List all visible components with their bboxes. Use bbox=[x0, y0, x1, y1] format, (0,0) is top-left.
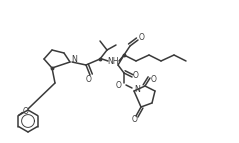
Text: NH: NH bbox=[107, 56, 119, 65]
Text: O: O bbox=[139, 33, 145, 42]
Text: O: O bbox=[22, 107, 28, 116]
Text: O: O bbox=[151, 75, 157, 84]
Text: O: O bbox=[132, 116, 138, 125]
Text: N: N bbox=[71, 54, 77, 63]
Text: O: O bbox=[86, 75, 92, 84]
Text: O: O bbox=[133, 70, 139, 80]
Text: N: N bbox=[134, 85, 140, 94]
Text: O: O bbox=[116, 81, 122, 90]
